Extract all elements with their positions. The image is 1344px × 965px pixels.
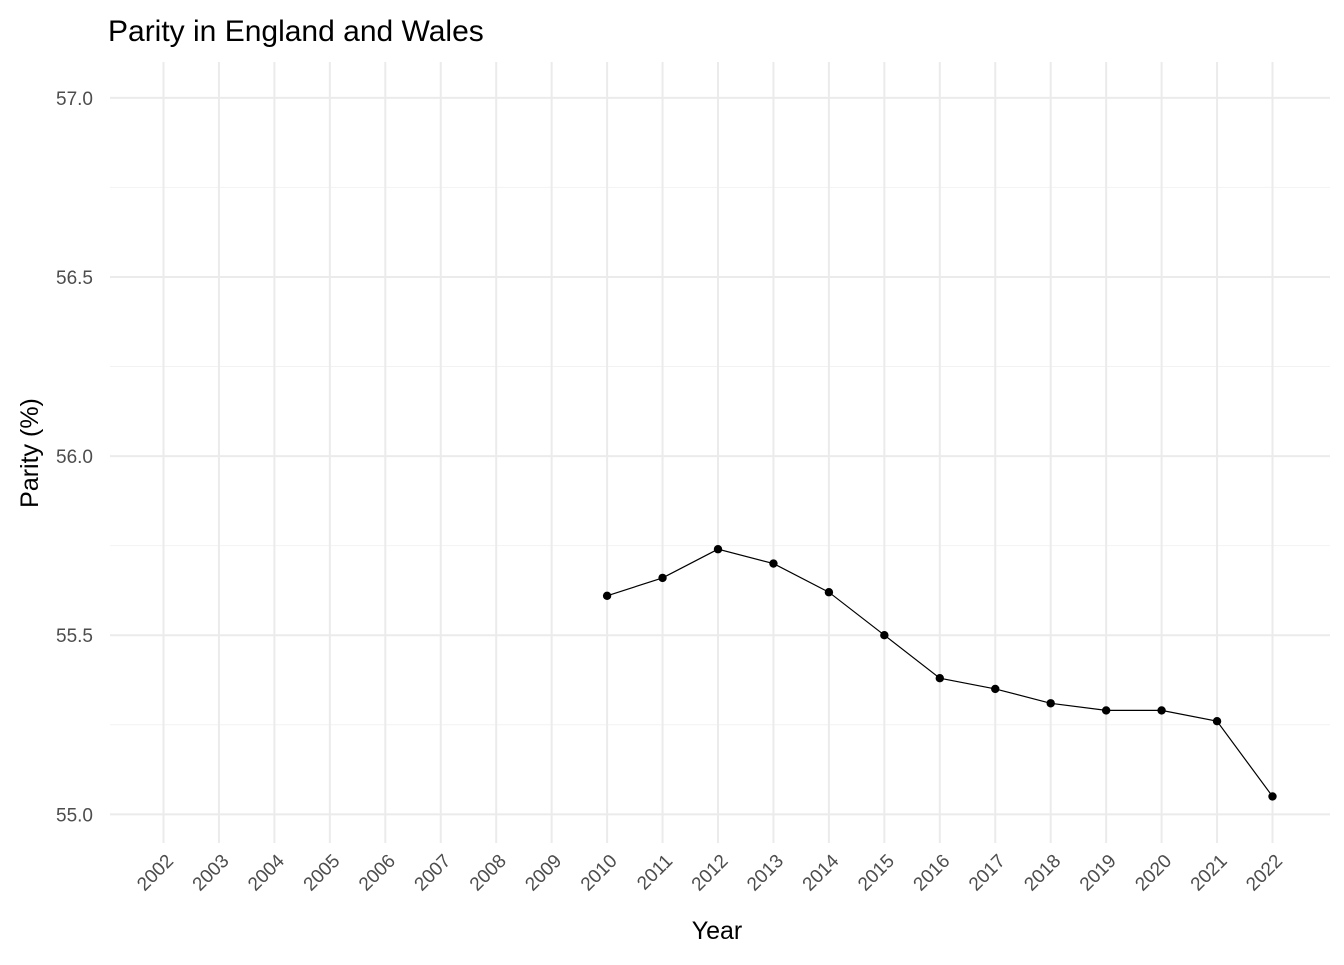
x-tick-label: 2004 (244, 850, 289, 895)
x-tick-label: 2010 (577, 851, 622, 896)
chart-title: Parity in England and Wales (108, 15, 484, 48)
data-point (769, 559, 778, 568)
y-tick-label: 56.0 (56, 447, 93, 468)
x-tick-label: 2005 (300, 851, 345, 896)
x-tick-label: 2006 (355, 851, 400, 896)
data-point (658, 573, 667, 583)
x-tick-label: 2015 (854, 851, 899, 896)
x-tick-label: 2017 (965, 851, 1010, 896)
x-tick-label: 2007 (411, 851, 456, 896)
data-point (713, 545, 723, 554)
x-tick-label: 2022 (1242, 851, 1287, 896)
data-point (824, 588, 834, 597)
x-tick-label: 2020 (1131, 851, 1176, 896)
data-point (1157, 706, 1166, 715)
x-tick-label: 2003 (189, 851, 234, 896)
data-point (1212, 716, 1222, 726)
x-tick-label: 2018 (1020, 851, 1065, 896)
x-axis-title: Year (692, 917, 743, 945)
x-tick-label: 2002 (133, 851, 178, 896)
data-point (991, 684, 1000, 694)
series-layer (602, 545, 1277, 801)
x-tick-label: 2014 (799, 850, 844, 895)
x-tick-label: 2019 (1076, 851, 1121, 896)
data-point (1268, 792, 1277, 801)
x-tick-label: 2011 (633, 851, 677, 895)
x-axis: 2002 2003 2004 2005 2006 2007 2008 2009 2010 2011… (133, 850, 1287, 895)
y-tick-label: 55.0 (56, 805, 93, 826)
y-axis: 55.0 55.5 56.0 56.5 57.0 (56, 89, 93, 827)
x-tick-label: 2021 (1187, 851, 1232, 896)
data-point (935, 674, 944, 683)
y-tick-label: 55.5 (56, 626, 93, 647)
data-point (880, 631, 889, 640)
grid-lines (110, 62, 1330, 843)
y-tick-label: 56.5 (56, 268, 93, 289)
x-tick-label: 2012 (688, 851, 733, 896)
y-axis-title: Parity (%) (16, 398, 44, 508)
x-tick-label: 2013 (743, 851, 788, 896)
data-point (602, 591, 612, 601)
data-point (1046, 699, 1055, 708)
x-tick-label: 2016 (910, 851, 955, 896)
x-tick-label: 2009 (521, 851, 566, 896)
x-tick-label: 2008 (466, 851, 511, 896)
data-point (1101, 706, 1111, 715)
y-tick-label: 57.0 (56, 89, 93, 110)
